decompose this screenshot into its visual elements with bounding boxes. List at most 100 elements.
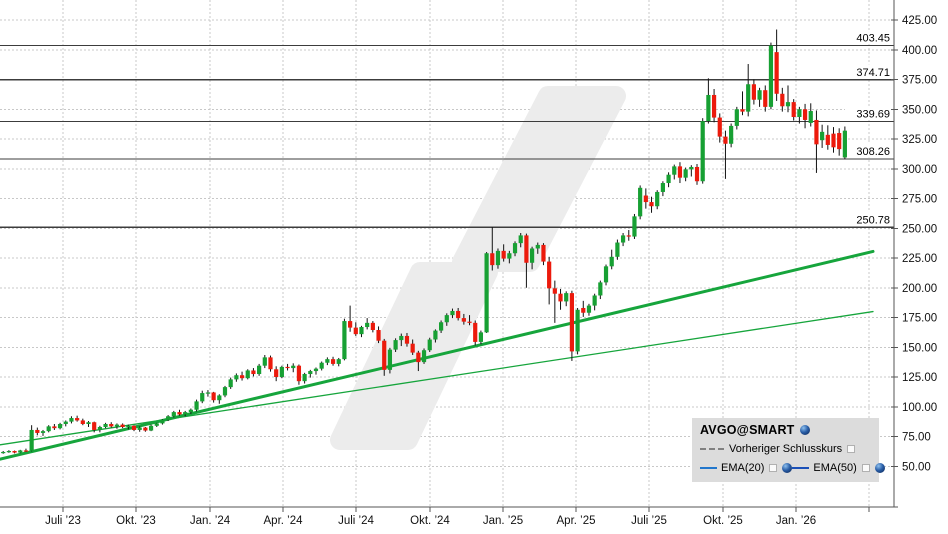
candle-down <box>569 293 574 352</box>
candle-down <box>456 310 461 319</box>
candle-down <box>239 375 245 379</box>
candle-up <box>393 340 398 350</box>
y-axis-label: 125.00 <box>902 372 937 384</box>
y-axis-label: 100.00 <box>902 402 937 414</box>
candle-up <box>365 322 370 328</box>
candle-down <box>814 119 819 145</box>
candle-down <box>52 426 57 429</box>
candle-down <box>467 321 472 323</box>
x-axis-label: Juli ’24 <box>338 515 374 527</box>
trendline-secondary[interactable] <box>0 310 874 446</box>
candle-up <box>495 250 501 266</box>
globe-icon <box>799 425 810 435</box>
candle-down <box>717 117 722 137</box>
candle-up <box>666 174 671 184</box>
candle-up <box>757 90 762 100</box>
x-axis-label: Juli ’25 <box>631 515 667 527</box>
candle-down <box>740 109 745 112</box>
y-axis-label: 350.00 <box>902 104 937 116</box>
candle-up <box>586 305 592 313</box>
ema50-line-sample <box>792 466 810 469</box>
level-label: 308.26 <box>856 146 890 158</box>
candle-up <box>729 125 734 144</box>
candle-down <box>643 195 648 203</box>
candle-down <box>711 94 717 118</box>
candle-up <box>632 216 637 237</box>
candle-down <box>490 253 495 266</box>
candle-up <box>609 256 614 267</box>
candle-up <box>325 359 330 363</box>
previous-close-label: Vorheriger Schlusskurs <box>729 442 843 455</box>
candle-up <box>194 401 199 410</box>
candle-down <box>780 93 785 107</box>
candle-down <box>353 327 358 335</box>
y-axis-label: 50.00 <box>902 461 931 473</box>
x-axis-label: Okt. ’24 <box>410 515 450 527</box>
candle-down <box>348 321 353 328</box>
trendline-primary[interactable] <box>0 249 875 461</box>
candle-up <box>484 253 489 333</box>
y-axis-label: 150.00 <box>902 342 937 354</box>
candle-down <box>763 90 768 107</box>
x-axis-label: Okt. ’25 <box>703 515 743 527</box>
candle-down <box>694 166 700 182</box>
candle-up <box>69 418 74 422</box>
ema20-checkbox[interactable] <box>769 463 778 472</box>
candle-down <box>131 425 137 430</box>
ema50-checkbox[interactable] <box>861 463 870 472</box>
globe-icon <box>874 462 885 473</box>
candle-down <box>416 352 421 363</box>
candle-down <box>547 261 552 289</box>
candle-up <box>518 235 523 244</box>
candle-up <box>529 248 535 263</box>
candle-down <box>109 424 114 427</box>
candle-up <box>700 121 705 182</box>
candle-up <box>200 393 205 402</box>
candle-up <box>171 412 176 417</box>
candle-up <box>103 424 108 427</box>
candle-up <box>188 409 193 413</box>
candle-up <box>421 350 427 363</box>
candle-up <box>660 183 665 192</box>
y-axis-label: 200.00 <box>902 283 937 295</box>
candle-up <box>183 412 188 415</box>
candle-up <box>359 327 364 335</box>
candle-down <box>410 343 415 353</box>
candle-down <box>268 357 273 370</box>
candle-down <box>837 133 842 150</box>
candle-down <box>723 136 728 144</box>
watermark-slash-lower <box>330 262 498 450</box>
candle-down <box>296 365 302 382</box>
candle-up <box>40 431 46 433</box>
candle-up <box>6 451 11 453</box>
candle-down <box>376 329 381 341</box>
candle-down <box>581 307 586 313</box>
y-axis-label: 275.00 <box>902 194 937 206</box>
candle-down <box>120 424 125 427</box>
candle-down <box>831 133 836 148</box>
candle-down <box>370 322 375 330</box>
candle-up <box>427 339 432 351</box>
candle-down <box>382 340 387 370</box>
level-label: 374.71 <box>856 67 890 79</box>
ema20-line-sample <box>700 466 717 469</box>
candle-up <box>336 359 341 364</box>
candle-up <box>279 366 284 377</box>
candle-up <box>154 423 159 426</box>
candle-down <box>92 422 97 430</box>
candle-up <box>598 282 603 296</box>
candle-up <box>217 395 222 401</box>
candle-up <box>746 84 751 112</box>
x-axis-label: Okt. ’23 <box>116 515 156 527</box>
candle-down <box>541 244 546 262</box>
candle-up <box>222 387 228 396</box>
candle-down <box>23 450 29 452</box>
previous-close-checkbox[interactable] <box>847 444 856 453</box>
candle-up <box>29 429 34 451</box>
candle-up <box>387 349 393 370</box>
candle-up <box>18 450 23 453</box>
level-label: 403.45 <box>856 33 890 45</box>
candle-up <box>137 427 142 430</box>
level-label-box <box>845 143 891 158</box>
